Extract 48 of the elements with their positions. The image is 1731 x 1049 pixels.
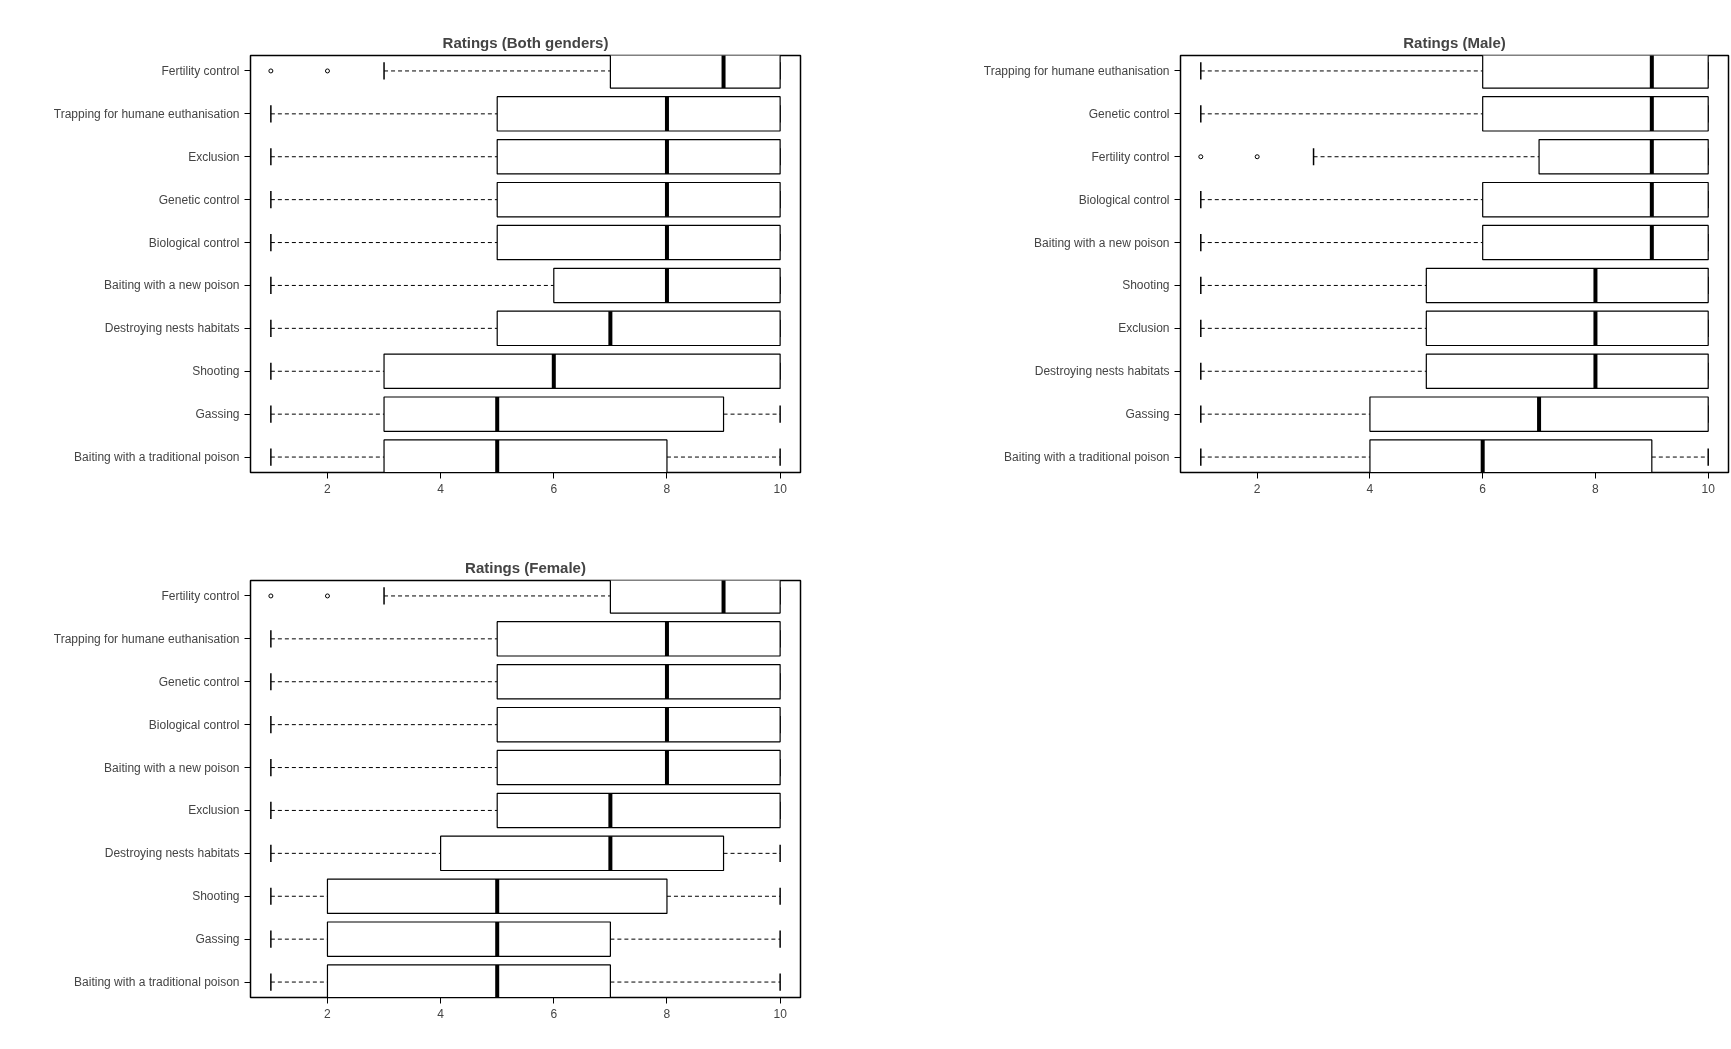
y-tick-label: Destroying nests habitats	[1034, 364, 1170, 379]
y-tick-label: Genetic control	[158, 192, 240, 207]
y-tick-label: Exclusion	[188, 803, 240, 818]
y-tick-label: Destroying nests habitats	[104, 321, 240, 336]
x-tick-label: 2	[324, 481, 332, 496]
y-tick-label: Gassing	[1125, 407, 1170, 422]
y-tick-label: Genetic control	[158, 674, 240, 689]
y-tick-label: Baiting with a new poison	[104, 278, 240, 293]
y-tick-label: Gassing	[195, 932, 240, 947]
x-tick-label: 4	[437, 481, 445, 496]
y-tick-label: Fertility control	[161, 63, 240, 78]
y-tick-label: Shooting	[1122, 278, 1170, 293]
y-tick-label: Baiting with a new poison	[1034, 235, 1170, 250]
y-tick-label: Baiting with a traditional poison	[74, 450, 240, 465]
y-tick-label: Exclusion	[188, 149, 240, 164]
y-tick-label: Fertility control	[1091, 149, 1170, 164]
x-tick-label: 6	[550, 1006, 558, 1021]
y-tick-label: Baiting with a traditional poison	[74, 975, 240, 990]
x-tick-label: 8	[663, 481, 671, 496]
y-tick-label: Trapping for humane euthanisation	[983, 63, 1170, 78]
x-tick-label: 6	[550, 481, 558, 496]
x-tick-label: 8	[663, 1006, 671, 1021]
y-tick-label: Genetic control	[1088, 106, 1170, 121]
x-tick-label: 6	[1479, 481, 1487, 496]
y-tick-label: Fertility control	[161, 588, 240, 603]
y-tick-label: Baiting with a new poison	[104, 760, 240, 775]
y-tick-label: Trapping for humane euthanisation	[53, 106, 240, 121]
y-tick-label: Shooting	[192, 889, 240, 904]
y-tick-label: Baiting with a traditional poison	[1004, 450, 1170, 465]
x-tick-label: 4	[437, 1006, 445, 1021]
chart-title: Ratings (Male)	[1403, 33, 1506, 51]
x-tick-label: 4	[1366, 481, 1374, 496]
y-tick-label: Biological control	[148, 717, 240, 732]
y-tick-label: Exclusion	[1118, 321, 1170, 336]
x-tick-label: 10	[1701, 481, 1716, 496]
chart-title: Ratings (Both genders)	[442, 33, 609, 51]
y-tick-label: Biological control	[148, 235, 240, 250]
y-tick-label: Shooting	[192, 364, 240, 379]
chart-title: Ratings (Female)	[465, 558, 586, 576]
y-tick-label: Destroying nests habitats	[104, 846, 240, 861]
y-tick-label: Trapping for humane euthanisation	[53, 631, 240, 646]
x-tick-label: 2	[324, 1006, 332, 1021]
x-tick-label: 10	[773, 1006, 788, 1021]
y-tick-label: Biological control	[1078, 192, 1170, 207]
x-tick-label: 2	[1253, 481, 1261, 496]
x-tick-label: 10	[773, 481, 788, 496]
x-tick-label: 8	[1592, 481, 1600, 496]
y-tick-label: Gassing	[195, 407, 240, 422]
